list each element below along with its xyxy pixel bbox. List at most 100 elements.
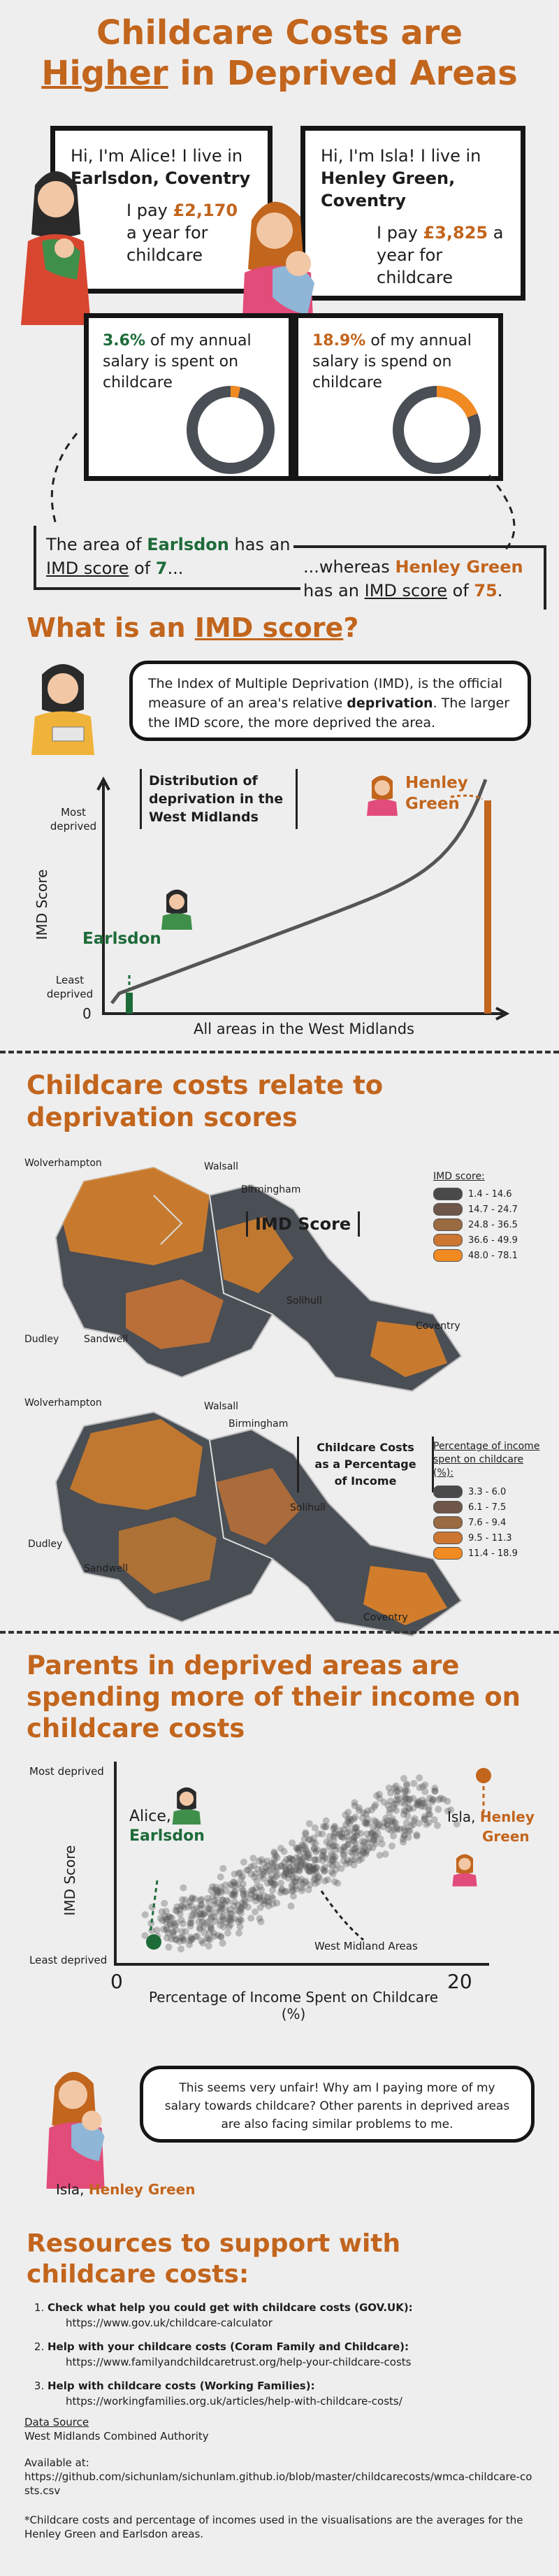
scatter-point	[312, 1876, 319, 1883]
resources-heading: Resources to support with childcare cost…	[27, 2229, 401, 2289]
scatter-point	[369, 1829, 377, 1836]
scatter-point	[333, 1843, 340, 1850]
resource-link[interactable]: https://workingfamilies.org.uk/articles/…	[66, 2395, 402, 2408]
scatter-point	[306, 1881, 314, 1889]
resource-link[interactable]: https://www.gov.uk/childcare-calculator	[66, 2317, 273, 2329]
scatter-point	[269, 1900, 277, 1908]
scatter-point	[254, 1865, 262, 1873]
scatter-point	[225, 1916, 233, 1923]
scatter-point	[243, 1866, 251, 1874]
scatter-point	[158, 1908, 166, 1915]
scatter-point	[361, 1844, 368, 1852]
scatter-point	[252, 1908, 259, 1915]
alice-intro: Hi, I'm Alice! I live in Earlsdon, Coven…	[71, 146, 251, 188]
scatter-point	[289, 1892, 297, 1900]
resource-link[interactable]: https://www.familyandchildcaretrust.org/…	[66, 2356, 412, 2368]
scatter-point	[173, 1907, 181, 1915]
scatter-point	[195, 1918, 203, 1926]
scatter-point	[310, 1862, 317, 1870]
scatter-point	[409, 1804, 417, 1812]
scatter-point	[386, 1809, 393, 1817]
scatter-point	[334, 1880, 342, 1887]
scatter-point	[358, 1814, 366, 1822]
scatter-point	[431, 1785, 439, 1792]
scatter-point	[169, 1929, 177, 1936]
scatter-point	[207, 1915, 215, 1923]
scatter-point	[352, 1850, 360, 1857]
resource-item-working-families: Help with childcare costs (Working Famil…	[48, 2378, 531, 2409]
isla-donut	[393, 386, 481, 474]
scatter-point	[191, 1895, 198, 1903]
scatter-point	[247, 1870, 255, 1878]
scatter-point	[388, 1818, 395, 1825]
scatter-isla-label: Isla, Henley Green	[447, 1808, 535, 1845]
scatter-point	[304, 1850, 312, 1857]
scatter-point	[237, 1909, 245, 1917]
scatter-point	[280, 1859, 288, 1866]
scatter-point	[326, 1840, 333, 1847]
scatter-point	[253, 1877, 261, 1885]
scatter-point	[187, 1934, 194, 1941]
scatter-point	[421, 1815, 428, 1823]
scatter-point	[258, 1866, 266, 1873]
scatter-point	[423, 1820, 430, 1828]
scatter-point	[351, 1802, 358, 1810]
scatter-point	[351, 1834, 358, 1841]
scatter-point	[387, 1797, 395, 1805]
scatter-point	[372, 1801, 379, 1808]
scatter-point	[215, 1888, 222, 1896]
scatter-point	[187, 1922, 194, 1930]
scatter-point	[282, 1869, 289, 1877]
scatter-point	[416, 1774, 423, 1782]
scatter-point	[321, 1867, 328, 1875]
scatter-point	[407, 1822, 414, 1830]
map1-legend-row: 36.6 - 49.9	[433, 1232, 518, 1248]
scatter-point	[268, 1872, 276, 1880]
data-source: West Midlands Combined Authority	[24, 2430, 209, 2442]
scatter-point	[301, 1843, 309, 1850]
data-url[interactable]: https://github.com/sichunlam/sichunlam.g…	[24, 2470, 532, 2497]
scatter-point	[289, 1867, 296, 1874]
scatter-point	[400, 1807, 408, 1815]
resources-list: Check what help you could get with child…	[28, 2300, 531, 2417]
scatter-point	[269, 1894, 277, 1902]
scatter-point	[231, 1898, 239, 1906]
scatter-point	[208, 1913, 215, 1920]
scatter-point	[420, 1803, 428, 1810]
scatter-point	[356, 1852, 364, 1859]
scatter-point	[296, 1844, 303, 1852]
scatter-point	[382, 1850, 389, 1858]
scatter-point	[365, 1843, 373, 1851]
scatter-point	[310, 1845, 318, 1853]
scatter-point	[414, 1801, 422, 1808]
scatter-point	[205, 1898, 213, 1906]
scatter-point	[256, 1904, 264, 1911]
scatter-point	[263, 1897, 270, 1905]
scatter-point	[265, 1902, 273, 1910]
scatter-point	[252, 1897, 259, 1905]
scatter-point	[285, 1871, 293, 1878]
scatter-point	[352, 1844, 360, 1852]
scatter-point	[228, 1891, 235, 1899]
scatter-point	[319, 1851, 326, 1859]
scatter-point	[305, 1862, 312, 1870]
scatter-point	[310, 1834, 318, 1842]
scatter-point	[425, 1811, 433, 1818]
scatter-point	[198, 1896, 205, 1904]
scatter-point	[228, 1916, 235, 1924]
scatter-point	[376, 1795, 384, 1802]
scatter-point	[419, 1799, 427, 1807]
scatter-point	[360, 1849, 367, 1857]
scatter-point	[355, 1807, 363, 1814]
scatter-point	[331, 1878, 338, 1885]
scatter-point	[310, 1844, 318, 1852]
scatter-point	[329, 1870, 337, 1878]
scatter-point	[280, 1871, 288, 1878]
map2-legend-row: 7.6 - 9.4	[433, 1515, 545, 1530]
scatter-point	[235, 1929, 242, 1937]
scatter-point	[268, 1859, 275, 1867]
scatter-point	[380, 1819, 388, 1827]
scatter-point	[208, 1887, 215, 1894]
scatter-point	[421, 1787, 429, 1795]
scatter-ylabel: IMD Score	[61, 1845, 78, 1916]
